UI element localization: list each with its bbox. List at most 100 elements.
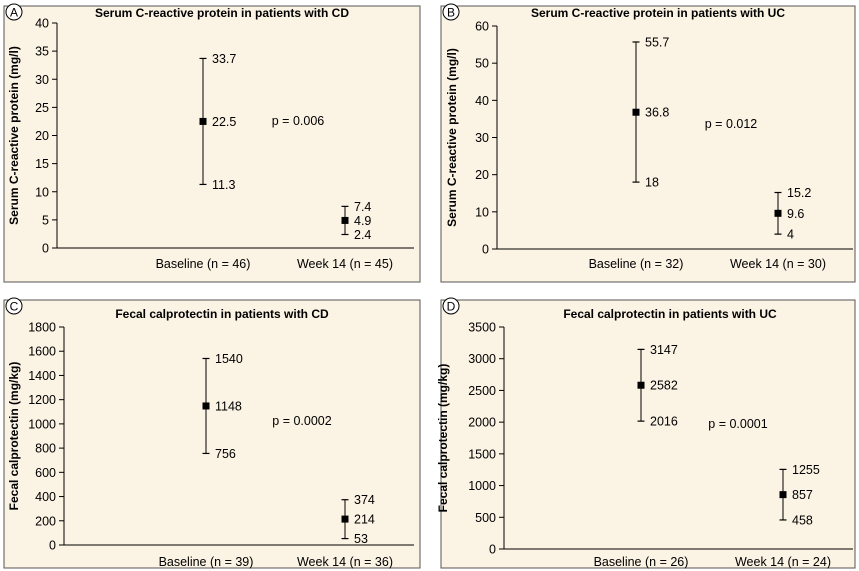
p-value-label: p = 0.012	[705, 117, 758, 131]
y-tick-label: 400	[35, 490, 56, 504]
chart-title: Fecal calprotectin in patients with CD	[115, 307, 329, 321]
data-label-center: 36.8	[645, 106, 669, 120]
data-point-marker	[199, 117, 207, 125]
data-point-group: 33.7 22.5 11.3	[199, 52, 236, 192]
data-point-group: 374 214 53	[341, 493, 375, 546]
panel-letter-badge	[442, 297, 460, 315]
data-label-low: 18	[645, 176, 659, 190]
panel-frame	[440, 299, 856, 569]
y-tick-label: 200	[35, 514, 56, 528]
y-tick-label: 10	[35, 185, 49, 199]
x-category-label: Baseline (n = 32)	[589, 257, 684, 271]
y-tick-label: 0	[482, 243, 489, 257]
data-label-low: 756	[215, 447, 236, 461]
y-tick-label: 1500	[468, 447, 496, 461]
x-category-label: Baseline (n = 26)	[594, 555, 689, 569]
x-category-label: Baseline (n = 46)	[156, 257, 251, 271]
panel-letter: D	[447, 300, 456, 314]
y-tick-label: 1000	[468, 479, 496, 493]
data-label-high: 1255	[792, 463, 820, 477]
y-tick-label: 3000	[468, 352, 496, 366]
data-label-low: 4	[787, 228, 794, 242]
panel-letter: A	[10, 6, 18, 20]
panel-d: D Fecal calprotectin in patients with UC 0…	[436, 297, 856, 569]
y-tick-label: 5	[42, 213, 49, 227]
panel-frame	[3, 299, 421, 569]
data-label-high: 3147	[650, 343, 678, 357]
data-label-center: 4.9	[354, 214, 371, 228]
y-tick-label: 25	[35, 101, 49, 115]
chart-title: Fecal calprotectin in patients with UC	[563, 307, 777, 321]
data-label-high: 1540	[215, 352, 243, 366]
panel-letter: B	[447, 6, 455, 20]
y-axis-label: Fecal calprotectin (mg/kg)	[7, 362, 21, 511]
x-category-label: Week 14 (n = 24)	[735, 555, 831, 569]
panel-a: A Serum C-reactive protein in patients wi…	[3, 3, 421, 283]
data-point-group: 3147 2582 2016	[637, 343, 678, 429]
x-category-label: Week 14 (n = 36)	[297, 555, 393, 569]
x-category-label: Week 14 (n = 30)	[730, 257, 826, 271]
data-point-marker	[202, 402, 210, 410]
panel-frame	[440, 5, 856, 283]
data-label-low: 458	[792, 513, 813, 527]
data-label-center: 214	[354, 513, 375, 527]
y-axis-label: Fecal calprotectin (mg/kg)	[436, 364, 450, 513]
data-point-marker	[779, 491, 787, 499]
data-point-group: 1540 1148 756	[202, 352, 243, 461]
p-value-label: p = 0.0002	[272, 414, 331, 428]
data-label-center: 9.6	[787, 207, 804, 221]
y-tick-label: 30	[475, 131, 489, 145]
y-tick-label: 1800	[28, 321, 56, 335]
data-label-center: 857	[792, 488, 813, 502]
y-tick-label: 0	[49, 539, 56, 553]
y-tick-label: 10	[475, 205, 489, 219]
data-label-low: 11.3	[212, 178, 235, 192]
data-label-low: 2.4	[354, 228, 371, 242]
y-tick-label: 40	[35, 17, 49, 31]
panel-letter-badge	[5, 297, 23, 315]
data-point-group: 7.44.92.4	[341, 200, 371, 242]
y-tick-label: 20	[35, 129, 49, 143]
data-label-center: 2582	[650, 379, 678, 393]
y-axis-label: Serum C-reactive protein (mg/l)	[7, 46, 21, 225]
chart-title: Serum C-reactive protein in patients wit…	[95, 6, 349, 20]
y-tick-label: 2500	[468, 384, 496, 398]
y-tick-label: 30	[35, 73, 49, 87]
data-point-marker	[774, 209, 782, 217]
data-point-marker	[637, 381, 645, 389]
panel-c: C Fecal calprotectin in patients with CD 0…	[3, 297, 421, 569]
data-label-center: 22.5	[212, 115, 236, 129]
data-point-marker	[341, 216, 349, 224]
y-tick-label: 40	[475, 94, 489, 108]
y-tick-label: 3500	[468, 321, 496, 335]
data-label-high: 7.4	[354, 200, 371, 214]
data-label-low: 2016	[650, 415, 678, 429]
y-tick-label: 2000	[468, 416, 496, 430]
y-axis-label: Serum C-reactive protein (mg/l)	[445, 48, 459, 227]
y-tick-label: 1600	[28, 345, 56, 359]
data-point-group: 1255 857 458	[779, 463, 820, 527]
y-tick-label: 500	[475, 511, 496, 525]
panel-frame	[3, 5, 421, 283]
data-label-high: 33.7	[212, 52, 236, 66]
y-tick-label: 50	[475, 57, 489, 71]
data-point-group: 15.2 9.6 4	[774, 186, 811, 242]
data-label-center: 1148	[215, 399, 242, 413]
y-tick-label: 0	[42, 242, 49, 256]
y-tick-label: 1400	[28, 369, 56, 383]
data-label-low: 53	[354, 532, 368, 546]
y-tick-label: 1200	[28, 393, 56, 407]
panel-b: B Serum C-reactive protein in patients wi…	[440, 3, 856, 283]
y-tick-label: 60	[475, 20, 489, 34]
data-label-high: 15.2	[787, 186, 811, 200]
panel-letter: C	[10, 300, 19, 314]
x-category-label: Baseline (n = 39)	[159, 555, 254, 569]
x-category-label: Week 14 (n = 45)	[297, 257, 393, 271]
panel-letter-badge	[442, 3, 460, 21]
y-tick-label: 35	[35, 45, 49, 59]
data-point-group: 55.7 36.8 18	[632, 35, 669, 190]
data-label-high: 374	[354, 493, 375, 507]
data-label-high: 55.7	[645, 35, 669, 49]
y-tick-label: 0	[489, 543, 496, 557]
